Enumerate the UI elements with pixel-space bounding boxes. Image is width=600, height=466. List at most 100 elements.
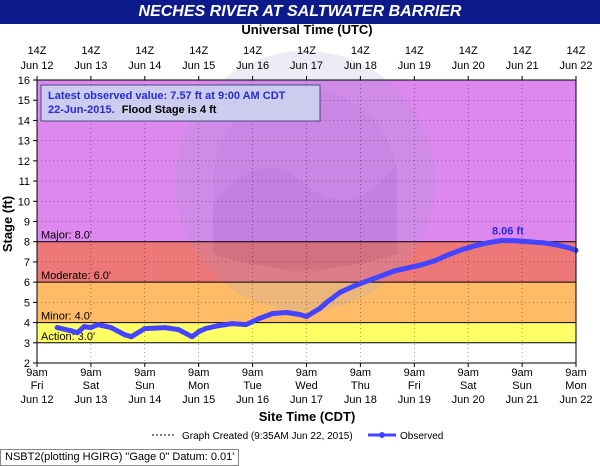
noaa-bird-shape: [213, 164, 397, 269]
top-tick-date: Jun 16: [236, 60, 269, 72]
observed-point: [391, 268, 397, 274]
top-tick-date: Jun 22: [559, 60, 592, 72]
y-tick-label: 5: [24, 297, 30, 309]
y-tick-label: 6: [24, 277, 30, 289]
observed-point: [283, 309, 289, 315]
bottom-tick-time: 9am: [457, 367, 478, 379]
info-box-flood-stage: Flood Stage is 4 ft: [122, 104, 217, 116]
observed-point: [566, 245, 572, 251]
observed-point: [351, 283, 357, 289]
bottom-tick-day: Sat: [83, 380, 100, 392]
top-axis: 14Z Jun 12 14Z Jun 13 14Z Jun 14 14Z Jun 15 14Z J…: [20, 45, 593, 80]
bottom-tick-time: 9am: [296, 367, 317, 379]
bottom-tick-time: 9am: [350, 367, 371, 379]
y-tick-label: 7: [24, 257, 30, 269]
info-box: Latest observed value: 7.57 ft at 9:00 A…: [40, 84, 321, 122]
threshold-lines: Major: 8.0' Moderate: 6.0' Minor: 4.0' Acti…: [37, 230, 576, 344]
observed-point: [378, 273, 384, 279]
observed-point: [175, 327, 181, 333]
top-tick-label: 14Z: [135, 45, 154, 57]
y-tick-label: 4: [24, 318, 30, 330]
info-box-line2: 22-Jun-2015. Flood Stage is 4 ft: [48, 104, 217, 116]
threshold-label-moderate: Moderate: 6.0': [41, 270, 111, 282]
bottom-tick-day: Fri: [408, 380, 421, 392]
observed-point: [142, 326, 148, 332]
y-tick-label: 8: [24, 237, 30, 249]
observed-point: [108, 325, 114, 331]
observed-point: [526, 239, 532, 245]
top-tick-label: 14Z: [297, 45, 316, 57]
bottom-tick-date: Jun 18: [344, 394, 377, 406]
observed-point: [122, 332, 128, 338]
y-tick-label: 12: [18, 156, 30, 168]
top-tick-label: 14Z: [28, 45, 47, 57]
threshold-label-action: Action: 3.0': [41, 331, 95, 343]
threshold-label-major: Major: 8.0': [41, 230, 92, 242]
bottom-tick-time: 9am: [242, 367, 263, 379]
y-axis: 2 3 4 5 6 7 8 9 10 11 12 13 14 15 16: [18, 75, 37, 370]
bottom-tick-date: Jun 14: [128, 394, 161, 406]
bottom-tick-date: Jun 21: [506, 394, 539, 406]
observed-point: [202, 326, 208, 332]
top-tick-date: Jun 19: [398, 60, 431, 72]
observed-point: [189, 334, 195, 340]
observed-point: [317, 305, 323, 311]
info-box-line1: Latest observed value: 7.57 ft at 9:00 A…: [48, 90, 286, 102]
y-tick-label: 3: [24, 338, 30, 350]
legend: Graph Created (9:35AM Jun 22, 2015) Obse…: [152, 431, 443, 442]
y-tick-label: 15: [18, 95, 30, 107]
y-tick-label: 11: [19, 176, 30, 188]
bottom-tick-time: 9am: [511, 367, 532, 379]
bottom-tick-day: Thu: [351, 380, 370, 392]
x-axis-title: Site Time (CDT): [259, 409, 356, 424]
hydrograph-chart: Major: 8.0' Moderate: 6.0' Minor: 4.0' Acti…: [0, 24, 593, 442]
bottom-tick-time: 9am: [404, 367, 425, 379]
observed-point: [472, 243, 478, 249]
top-tick-date: Jun 21: [506, 60, 539, 72]
y-axis-title: Stage (ft): [0, 196, 15, 252]
top-tick-label: 14Z: [513, 45, 532, 57]
info-box-date: 22-Jun-2015.: [48, 104, 115, 116]
observed-point: [458, 247, 464, 253]
observed-point: [418, 262, 424, 268]
observed-point: [445, 252, 451, 258]
observed-point: [196, 329, 202, 335]
y-tick-label: 14: [18, 115, 30, 127]
legend-observed-label: Observed: [400, 431, 443, 442]
observed-point: [499, 238, 505, 244]
top-tick-date: Jun 20: [452, 60, 485, 72]
observed-point: [364, 278, 370, 284]
y-tick-label: 9: [24, 217, 30, 229]
legend-created-label: Graph Created (9:35AM Jun 22, 2015): [182, 431, 353, 442]
observed-point: [256, 316, 262, 322]
observed-point: [553, 242, 559, 248]
bottom-tick-date: Jun 22: [559, 394, 592, 406]
observed-point: [304, 314, 309, 320]
top-tick-label: 14Z: [351, 45, 370, 57]
bottom-tick-time: 9am: [565, 367, 586, 379]
top-tick-label: 14Z: [189, 45, 208, 57]
top-axis-title: Universal Time (UTC): [241, 24, 372, 37]
observed-point: [297, 311, 303, 317]
observed-series: [54, 238, 579, 340]
bottom-tick-date: Jun 12: [20, 394, 53, 406]
bottom-tick-day: Sun: [135, 380, 155, 392]
observed-point: [81, 324, 87, 330]
top-tick-date: Jun 14: [128, 60, 161, 72]
top-tick-label: 14Z: [81, 45, 100, 57]
bottom-tick-date: Jun 16: [236, 394, 269, 406]
observed-point: [324, 299, 330, 305]
observed-point: [337, 289, 343, 295]
observed-point: [54, 325, 60, 331]
observed-point: [485, 240, 491, 246]
bottom-tick-date: Jun 19: [398, 394, 431, 406]
bottom-tick-day: Fri: [31, 380, 44, 392]
info-box-frame: [40, 84, 321, 122]
observed-point: [229, 321, 235, 327]
datum-note: NSBT2(plotting HGIRG) "Gage 0" Datum: 0.…: [0, 449, 240, 466]
bottom-tick-day: Tue: [243, 380, 262, 392]
top-tick-label: 14Z: [459, 45, 478, 57]
top-tick-label: 14Z: [405, 45, 424, 57]
bottom-tick-time: 9am: [134, 367, 155, 379]
